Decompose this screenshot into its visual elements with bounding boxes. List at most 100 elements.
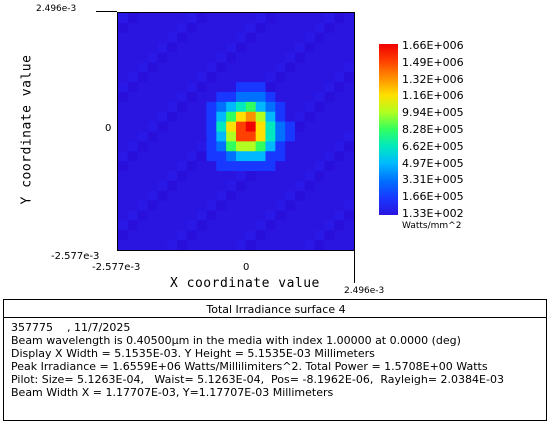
- heatmap-cell: [275, 92, 286, 103]
- heatmap-cell: [255, 92, 266, 103]
- heatmap-cell: [236, 200, 247, 212]
- heatmap-cell: [255, 230, 266, 241]
- heatmap-cell: [275, 42, 286, 54]
- heatmap-cell: [196, 230, 207, 241]
- heatmap-cell: [216, 131, 227, 142]
- heatmap-cell: [167, 230, 178, 241]
- heatmap-cell: [157, 200, 168, 212]
- heatmap-cell: [157, 62, 168, 73]
- heatmap-cell: [324, 22, 335, 34]
- heatmap-cell: [255, 72, 266, 83]
- heatmap-cell: [324, 180, 335, 192]
- heatmap-cell: [344, 13, 354, 24]
- heatmap-cell: [137, 180, 148, 192]
- heatmap-cell: [137, 220, 148, 231]
- heatmap-cell: [118, 180, 129, 192]
- colorbar: [379, 44, 398, 215]
- heatmap-cell: [167, 32, 178, 44]
- heatmap-cell: [304, 131, 316, 142]
- heatmap-cell: [334, 121, 345, 133]
- heatmap-cell: [236, 121, 247, 133]
- heatmap-cell: [275, 131, 286, 142]
- heatmap-cell: [137, 210, 148, 221]
- heatmap-cell: [324, 210, 335, 221]
- heatmap-cell: [137, 121, 148, 133]
- heatmap-cell: [236, 141, 247, 152]
- heatmap-cell: [334, 230, 345, 241]
- heatmap-cell: [314, 230, 325, 241]
- heatmap-cell: [285, 210, 296, 221]
- heatmap-cell: [177, 180, 188, 192]
- heatmap-cell: [206, 52, 217, 63]
- heatmap-cell: [285, 230, 296, 241]
- heatmap-cell: [304, 220, 316, 231]
- heatmap-cell: [334, 92, 345, 103]
- heatmap-cell: [275, 180, 286, 192]
- heatmap-cell: [118, 210, 129, 221]
- heatmap-cell: [196, 32, 207, 44]
- heatmap-cell: [255, 171, 266, 182]
- heatmap-cell: [216, 151, 227, 162]
- heatmap-cell: [314, 240, 325, 250]
- heatmap-cell: [177, 62, 188, 73]
- heatmap-cell: [206, 82, 217, 93]
- heatmap-cell: [167, 62, 178, 73]
- heatmap-cell: [314, 72, 325, 83]
- heatmap-cell: [186, 121, 198, 133]
- heatmap-cell: [216, 101, 227, 113]
- heatmap-cell: [265, 82, 276, 93]
- heatmap-cell: [334, 111, 345, 123]
- heatmap-cell: [236, 171, 247, 182]
- heatmap-cell: [206, 230, 217, 241]
- heatmap-cell: [216, 62, 227, 73]
- heatmap-cell: [245, 52, 257, 63]
- x-right-tick: 2.496e-3: [344, 286, 385, 296]
- heatmap-cell: [206, 13, 217, 24]
- heatmap-cell: [186, 22, 198, 34]
- heatmap-cell: [226, 82, 237, 93]
- heatmap-cell: [265, 42, 276, 54]
- heatmap-cell: [344, 171, 354, 182]
- heatmap-cell: [295, 22, 306, 34]
- heatmap-cell: [344, 101, 354, 113]
- heatmap-cell: [245, 121, 257, 133]
- heatmap-cell: [206, 190, 217, 202]
- info-line-peak-irradiance: Peak Irradiance = 1.6559E+06 Watts/Milli…: [11, 360, 488, 373]
- heatmap-cell: [324, 151, 335, 162]
- heatmap-cell: [127, 240, 139, 250]
- heatmap-cell: [304, 121, 316, 133]
- heatmap-cell: [245, 82, 257, 93]
- colorbar-label: 8.28E+005: [402, 123, 464, 136]
- heatmap-cell: [167, 240, 178, 250]
- heatmap-cell: [314, 220, 325, 231]
- heatmap-cell: [226, 180, 237, 192]
- heatmap-cell: [226, 92, 237, 103]
- heatmap-cell: [344, 151, 354, 162]
- heatmap-cell: [344, 210, 354, 221]
- heatmap-cell: [255, 131, 266, 142]
- heatmap-cell: [127, 180, 139, 192]
- heatmap-cell: [186, 190, 198, 202]
- heatmap-cell: [255, 111, 266, 123]
- heatmap-cell: [206, 161, 217, 172]
- heatmap-cell: [167, 101, 178, 113]
- heatmap-cell: [186, 82, 198, 93]
- heatmap-cell: [216, 92, 227, 103]
- heatmap-cell: [127, 161, 139, 172]
- heatmap-cell: [295, 131, 306, 142]
- heatmap-cell: [157, 82, 168, 93]
- heatmap-cell: [334, 22, 345, 34]
- heatmap-cell: [275, 190, 286, 202]
- heatmap-cell: [314, 121, 325, 133]
- heatmap-cell: [167, 131, 178, 142]
- heatmap-cell: [285, 32, 296, 44]
- heatmap-cell: [196, 92, 207, 103]
- heatmap-cell: [147, 240, 158, 250]
- heatmap-cell: [295, 92, 306, 103]
- heatmap-cell: [236, 240, 247, 250]
- y-mid-tick: 0: [105, 123, 112, 134]
- heatmap-cell: [324, 190, 335, 202]
- heatmap-cell: [196, 220, 207, 231]
- heatmap-cell: [245, 151, 257, 162]
- heatmap-cell: [295, 180, 306, 192]
